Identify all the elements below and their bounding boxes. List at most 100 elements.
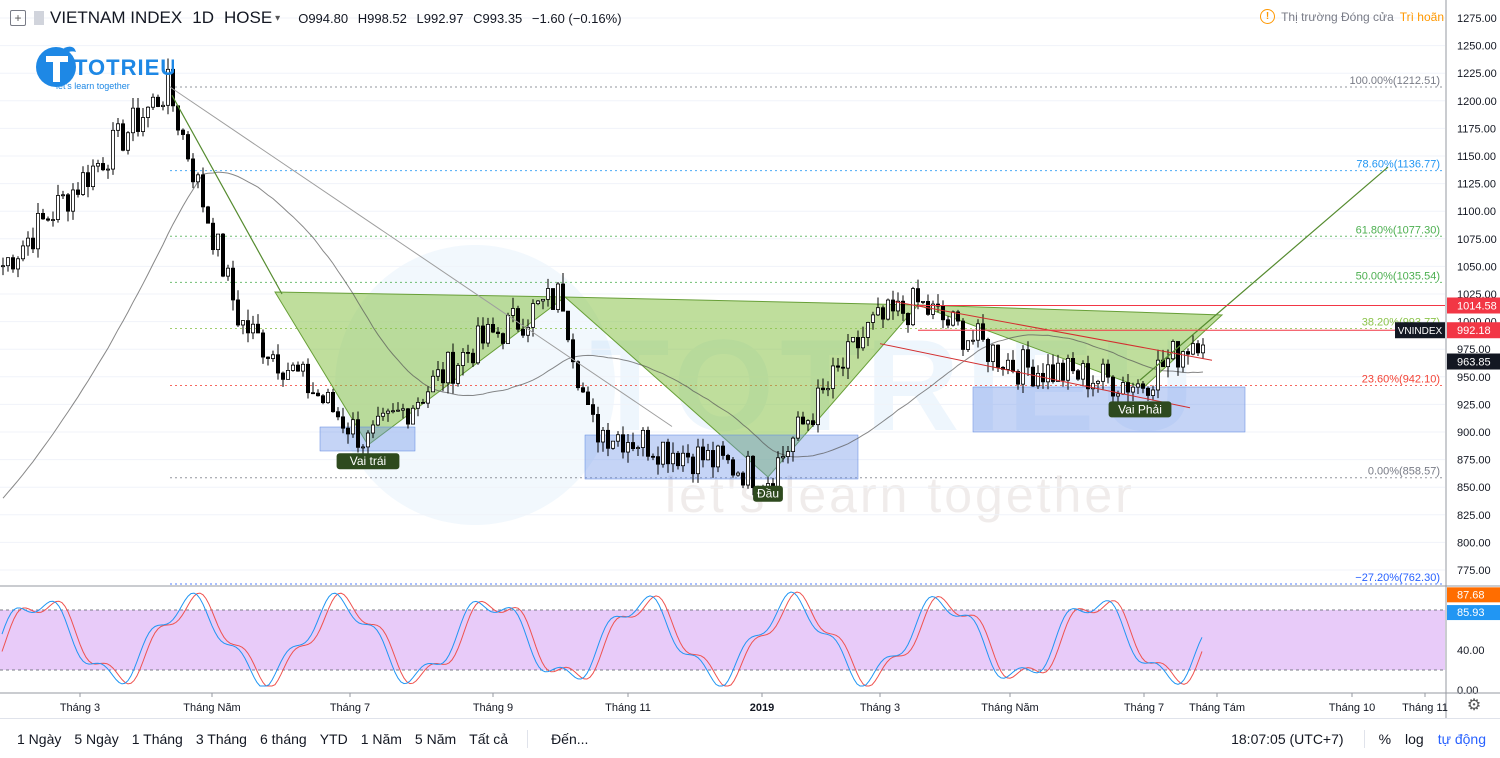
symbol-tag-bg	[1395, 322, 1445, 339]
y-tick-label: 825.00	[1457, 510, 1491, 522]
chevron-down-icon[interactable]: ▾	[275, 12, 281, 24]
candle-body	[96, 163, 101, 167]
range-button[interactable]: 3 Tháng	[195, 730, 247, 747]
range-button[interactable]: 5 Ngày	[74, 730, 119, 747]
candle-body	[951, 311, 956, 326]
candle-body	[861, 337, 866, 349]
x-tick-label: Tháng Năm	[981, 702, 1038, 714]
y-tick-label: 1050.00	[1457, 261, 1497, 273]
candle-body	[370, 424, 375, 434]
log-toggle[interactable]: log	[1405, 730, 1424, 747]
candle-body	[981, 323, 986, 340]
candle-body	[51, 219, 56, 221]
y-tick-label: 1200.00	[1457, 96, 1497, 108]
candle-body	[190, 158, 195, 183]
candle-body	[896, 300, 901, 312]
y-tick-label: 900.00	[1457, 427, 1491, 439]
candle-body	[996, 344, 1001, 368]
candle-body	[1076, 370, 1081, 380]
candle-body	[210, 222, 215, 251]
gear-icon[interactable]: ⚙	[1466, 697, 1482, 714]
candle-body	[836, 365, 841, 368]
candle-body	[586, 391, 591, 406]
svg-text:let's learn together: let's learn together	[56, 81, 130, 91]
candle-body	[435, 369, 440, 377]
candle-body	[886, 299, 891, 320]
candle-body	[135, 107, 140, 132]
range-button[interactable]: 1 Năm	[360, 730, 402, 747]
candle-body	[10, 257, 15, 270]
candle-body	[315, 392, 320, 397]
candle-body	[6, 257, 11, 267]
candle-body	[961, 320, 966, 350]
y-tick-label: 1150.00	[1457, 151, 1496, 163]
candle-body	[405, 408, 410, 425]
candle-body	[661, 441, 666, 465]
y-tick-label: 975.00	[1457, 344, 1491, 356]
candle-body	[716, 445, 721, 468]
candle-body	[1186, 351, 1191, 355]
candle-body	[470, 352, 475, 364]
candle-body	[526, 326, 531, 336]
candle-body	[25, 237, 30, 247]
fib-level-label: 100.00%(1212.51)	[1349, 75, 1440, 87]
candle-body	[360, 446, 365, 449]
candle-body	[300, 363, 305, 372]
x-tick-label: Tháng 11	[605, 702, 651, 714]
flag-icon[interactable]	[34, 11, 44, 25]
candle-body	[140, 117, 145, 132]
x-tick-label: Tháng 9	[473, 702, 513, 714]
candle-body	[626, 442, 631, 453]
candle-body	[636, 447, 641, 450]
candle-body	[295, 364, 300, 372]
oscillator-band	[0, 610, 1445, 670]
price-tag-bg	[1447, 297, 1500, 314]
svg-text:TOTRIEU: TOTRIEU	[74, 55, 174, 80]
candle-body	[385, 410, 390, 414]
candle-body	[305, 363, 310, 394]
candle-body	[1141, 383, 1146, 389]
auto-scale-toggle[interactable]: tự động	[1437, 730, 1486, 747]
pattern-label-bg	[753, 485, 783, 502]
pattern-label-bg	[1108, 401, 1172, 418]
percent-toggle[interactable]: %	[1378, 730, 1392, 747]
pattern-label: Vai trái	[350, 454, 386, 468]
candle-body	[225, 267, 230, 277]
candle-body	[245, 320, 250, 334]
candle-body	[941, 305, 946, 321]
candle-body	[631, 442, 636, 450]
candle-body	[1136, 383, 1141, 388]
candle-body	[986, 339, 991, 362]
candle-body	[876, 307, 881, 316]
candle-body	[310, 392, 315, 395]
candle-body	[215, 233, 220, 251]
candle-body	[460, 352, 465, 366]
candle-body	[1036, 372, 1041, 387]
pattern-label-bg	[336, 453, 400, 470]
goto-date-button[interactable]: Đến...	[551, 730, 589, 747]
candle-body	[475, 325, 480, 364]
plus-icon[interactable]: +	[10, 10, 26, 26]
range-button[interactable]: 1 Tháng	[131, 730, 183, 747]
candle-body	[891, 299, 896, 312]
timeframe[interactable]: 1D	[192, 8, 214, 27]
range-button[interactable]: YTD	[319, 730, 348, 747]
delay-badge[interactable]: Trì hoãn	[1399, 9, 1444, 24]
candle-body	[121, 123, 126, 151]
candle-body	[1156, 359, 1161, 391]
range-button[interactable]: 6 tháng	[259, 730, 307, 747]
candle-body	[1086, 363, 1091, 390]
candle-body	[976, 323, 981, 341]
range-button[interactable]: Tất cả	[469, 730, 509, 747]
range-button[interactable]: 1 Ngày	[17, 730, 62, 747]
symbol-name[interactable]: VIETNAM INDEX	[50, 8, 183, 27]
candle-body	[126, 132, 131, 151]
range-button[interactable]: 5 Năm	[414, 730, 457, 747]
fib-level-label: 23.60%(942.10)	[1362, 374, 1440, 386]
candle-body	[826, 388, 831, 391]
pattern-label: Vai Phải	[1118, 402, 1162, 416]
candle-body	[846, 341, 851, 369]
exchange[interactable]: HOSE	[223, 8, 273, 27]
x-tick-label: Tháng 7	[330, 702, 370, 714]
